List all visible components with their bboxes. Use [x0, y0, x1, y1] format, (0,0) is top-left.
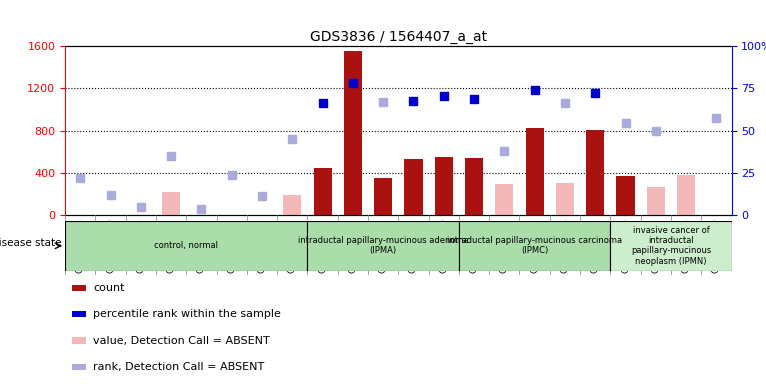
- Text: GSM490139: GSM490139: [106, 218, 115, 273]
- Text: GSM490159: GSM490159: [712, 218, 721, 273]
- Text: GSM490145: GSM490145: [288, 218, 296, 273]
- Bar: [459, 221, 611, 271]
- Bar: [611, 221, 732, 271]
- Text: invasive cancer of
intraductal
papillary-mucinous
neoplasm (IPMN): invasive cancer of intraductal papillary…: [631, 226, 711, 266]
- Text: count: count: [93, 283, 125, 293]
- Bar: [72, 311, 87, 317]
- Bar: [72, 364, 87, 370]
- Text: GSM490154: GSM490154: [561, 218, 569, 273]
- Bar: [307, 221, 459, 271]
- Text: rank, Detection Call = ABSENT: rank, Detection Call = ABSENT: [93, 362, 264, 372]
- Text: disease state: disease state: [0, 238, 62, 248]
- Bar: [496, 184, 513, 215]
- Bar: [313, 167, 332, 215]
- Bar: [677, 175, 696, 215]
- Text: GSM490152: GSM490152: [500, 218, 509, 273]
- Bar: [647, 187, 665, 215]
- Text: GSM490157: GSM490157: [651, 218, 660, 273]
- Bar: [162, 192, 180, 215]
- Text: GSM490158: GSM490158: [682, 218, 691, 273]
- Text: GSM490156: GSM490156: [621, 218, 630, 273]
- Text: GSM490148: GSM490148: [378, 218, 388, 273]
- Bar: [556, 184, 574, 215]
- Text: percentile rank within the sample: percentile rank within the sample: [93, 309, 281, 319]
- Text: GSM490151: GSM490151: [470, 218, 479, 273]
- Text: GSM490150: GSM490150: [439, 218, 448, 273]
- Bar: [525, 128, 544, 215]
- Bar: [465, 158, 483, 215]
- Text: GSM490143: GSM490143: [228, 218, 236, 273]
- Text: intraductal papillary-mucinous adenoma
(IPMA): intraductal papillary-mucinous adenoma (…: [298, 236, 469, 255]
- Text: value, Detection Call = ABSENT: value, Detection Call = ABSENT: [93, 336, 270, 346]
- Text: intraductal papillary-mucinous carcinoma
(IPMC): intraductal papillary-mucinous carcinoma…: [447, 236, 622, 255]
- Text: GSM490138: GSM490138: [76, 218, 85, 273]
- Text: GSM490140: GSM490140: [136, 218, 146, 273]
- Bar: [586, 129, 604, 215]
- Text: GSM490149: GSM490149: [409, 218, 418, 273]
- Bar: [283, 195, 301, 215]
- Text: GSM490146: GSM490146: [318, 218, 327, 273]
- Bar: [617, 176, 634, 215]
- Bar: [374, 178, 392, 215]
- Bar: [65, 221, 307, 271]
- Title: GDS3836 / 1564407_a_at: GDS3836 / 1564407_a_at: [309, 30, 487, 44]
- Text: GSM490155: GSM490155: [591, 218, 600, 273]
- Text: GSM490142: GSM490142: [197, 218, 206, 273]
- Text: GSM490147: GSM490147: [349, 218, 358, 273]
- Text: GSM490141: GSM490141: [167, 218, 175, 273]
- Bar: [404, 159, 423, 215]
- Bar: [434, 157, 453, 215]
- Text: GSM490153: GSM490153: [530, 218, 539, 273]
- Bar: [72, 338, 87, 344]
- Bar: [72, 285, 87, 291]
- Text: GSM490144: GSM490144: [257, 218, 267, 273]
- Bar: [344, 51, 362, 215]
- Text: control, normal: control, normal: [154, 241, 218, 250]
